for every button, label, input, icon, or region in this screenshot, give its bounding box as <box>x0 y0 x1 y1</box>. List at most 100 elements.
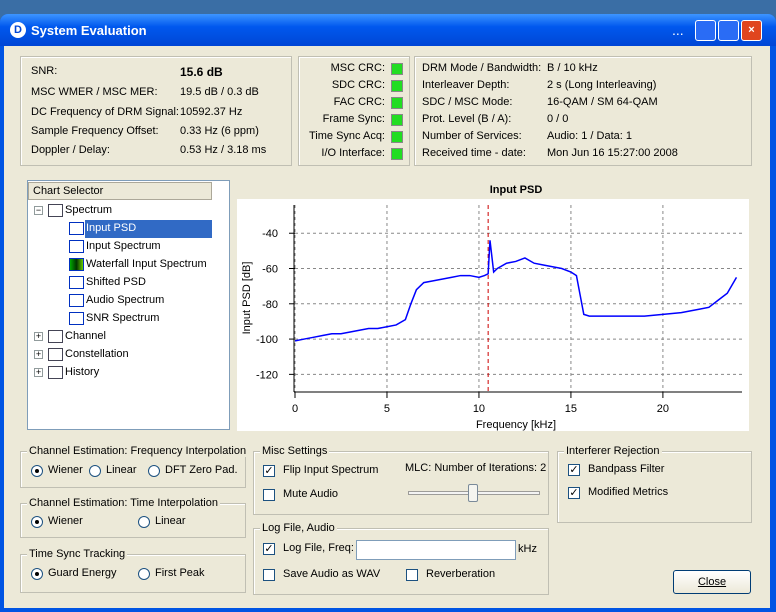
y-tick-label: -80 <box>262 299 278 311</box>
drm-label: Interleaver Depth: <box>422 79 510 91</box>
group-title: Misc Settings <box>260 445 330 457</box>
drm-label: Number of Services: <box>422 130 522 142</box>
y-axis-label: Input PSD [dB] <box>241 262 253 335</box>
radio-label: Linear <box>155 515 186 527</box>
radio[interactable] <box>31 516 43 528</box>
status-value: 0.53 Hz / 3.18 ms <box>180 144 267 156</box>
tree-icon <box>48 204 63 217</box>
status-value: 19.5 dB / 0.3 dB <box>180 86 259 98</box>
status-label: DC Frequency of DRM Signal: <box>31 106 179 118</box>
crc-label: FAC CRC: <box>333 96 385 108</box>
x-tick-label: 5 <box>384 403 390 415</box>
plot-background <box>237 199 749 431</box>
tree-icon <box>69 294 84 307</box>
unit-label: kHz <box>518 543 537 555</box>
tree-icon <box>69 240 84 253</box>
crc-label: MSC CRC: <box>330 62 385 74</box>
group-title: Channel Estimation: Time Interpolation <box>27 497 220 509</box>
drm-value: 2 s (Long Interleaving) <box>547 79 657 91</box>
checkbox[interactable]: ✓ <box>568 464 580 476</box>
minimize-button[interactable] <box>695 20 716 41</box>
crc-label: SDC CRC: <box>331 79 385 91</box>
tree-icon <box>69 258 84 271</box>
freq-input[interactable] <box>356 540 516 560</box>
checkbox[interactable] <box>406 569 418 581</box>
tree-icon <box>48 348 63 361</box>
drm-value: B / 10 kHz <box>547 62 598 74</box>
status-value: 10592.37 Hz <box>180 106 243 118</box>
radio[interactable] <box>31 465 43 477</box>
checkbox[interactable]: ✓ <box>568 487 580 499</box>
checkbox[interactable]: ✓ <box>263 465 275 477</box>
mlc-label: MLC: Number of Iterations: 2 <box>405 462 547 474</box>
checkbox[interactable] <box>263 489 275 501</box>
tree-item[interactable]: Channel <box>65 330 106 342</box>
y-tick-label: -100 <box>256 334 278 346</box>
app-icon: D <box>10 22 26 38</box>
group-title: Interferer Rejection <box>564 445 662 457</box>
radio-label: First Peak <box>155 567 205 579</box>
tree-item[interactable]: Constellation <box>65 348 129 360</box>
log-check-label: Log File, Freq: <box>283 542 354 554</box>
crc-label: Frame Sync: <box>322 113 385 125</box>
radio[interactable] <box>138 516 150 528</box>
radio-dot <box>35 469 39 473</box>
y-tick-label: -120 <box>256 369 278 381</box>
radio-dot <box>35 520 39 524</box>
tree-item[interactable]: History <box>65 366 100 378</box>
drm-label: SDC / MSC Mode: <box>422 96 513 108</box>
close-window-button[interactable]: × <box>741 20 762 41</box>
drm-value: Mon Jun 16 15:27:00 2008 <box>547 147 678 159</box>
tree-item[interactable]: Input PSD <box>85 220 212 238</box>
tree-icon <box>69 222 84 235</box>
radio[interactable] <box>138 568 150 580</box>
tree-item[interactable]: Spectrum <box>65 204 113 216</box>
slider-thumb[interactable] <box>468 484 478 502</box>
tree-icon <box>48 330 63 343</box>
expand-box[interactable]: − <box>34 205 43 215</box>
drm-label: Received time - date: <box>422 147 526 159</box>
psd-line <box>294 240 738 342</box>
reverb-check-label: Reverberation <box>426 568 496 580</box>
close-button[interactable]: Close <box>673 570 751 594</box>
tree-item[interactable]: Waterfall Input Spectrum <box>86 258 207 270</box>
drm-panel <box>414 56 752 166</box>
status-value: 15.6 dB <box>180 65 223 79</box>
radio-label: Wiener <box>48 464 83 476</box>
checkbox[interactable] <box>263 569 275 581</box>
x-tick-label: 0 <box>292 403 298 415</box>
radio[interactable] <box>89 465 101 477</box>
title-bar <box>0 14 776 46</box>
radio-label: DFT Zero Pad. <box>165 464 238 476</box>
crc-indicator <box>391 97 403 109</box>
chart-title: Input PSD <box>490 184 543 196</box>
drm-value: 16-QAM / SM 64-QAM <box>547 96 658 108</box>
radio-label: Wiener <box>48 515 83 527</box>
tree-item[interactable]: Input Spectrum <box>86 240 161 252</box>
tree-header: Chart Selector <box>28 182 212 200</box>
expand-box[interactable]: + <box>34 349 43 359</box>
checkbox[interactable]: ✓ <box>263 543 275 555</box>
tree-icon <box>48 366 63 379</box>
log-group <box>253 528 549 595</box>
crc-indicator <box>391 131 403 143</box>
drm-value: Audio: 1 / Data: 1 <box>547 130 632 142</box>
tree-item[interactable]: Audio Spectrum <box>86 294 165 306</box>
radio-dot <box>35 572 39 576</box>
status-label: SNR: <box>31 65 58 77</box>
crc-indicator <box>391 114 403 126</box>
expand-box[interactable]: + <box>34 367 43 377</box>
misc-check-label: Flip Input Spectrum <box>283 464 379 476</box>
expand-box[interactable]: + <box>34 331 43 341</box>
misc-check-label: Mute Audio <box>283 488 339 500</box>
tree-item[interactable]: SNR Spectrum <box>86 312 160 324</box>
crc-indicator <box>391 80 403 92</box>
radio[interactable] <box>31 568 43 580</box>
x-tick-label: 15 <box>565 403 577 415</box>
radio[interactable] <box>148 465 160 477</box>
misc-group <box>253 451 549 515</box>
radio-label: Linear <box>106 464 137 476</box>
tree-item[interactable]: Shifted PSD <box>86 276 146 288</box>
maximize-button[interactable] <box>718 20 739 41</box>
